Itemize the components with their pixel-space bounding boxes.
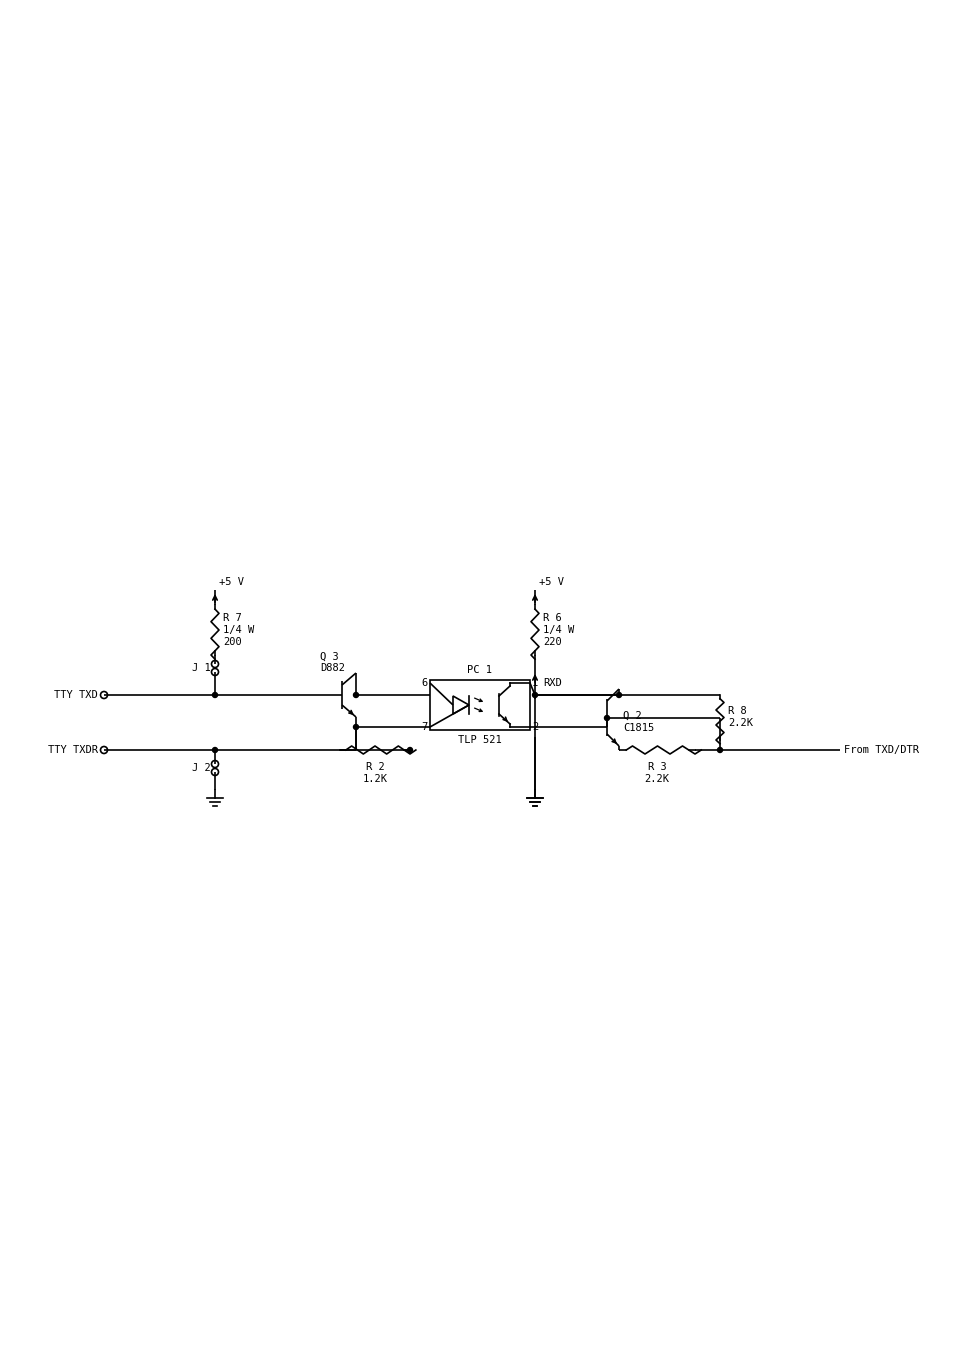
Text: Q 3
D882: Q 3 D882: [319, 651, 345, 673]
Text: TTY TXDR: TTY TXDR: [48, 744, 98, 755]
Text: 2: 2: [532, 721, 537, 732]
Circle shape: [213, 747, 217, 753]
Text: J 2: J 2: [193, 763, 211, 773]
Circle shape: [532, 693, 537, 697]
Circle shape: [354, 693, 358, 697]
Text: +5 V: +5 V: [538, 578, 563, 587]
Text: TTY TXD: TTY TXD: [54, 690, 98, 700]
Text: From TXD/DTR: From TXD/DTR: [843, 744, 918, 755]
Text: R 8
2.2K: R 8 2.2K: [727, 706, 752, 728]
Text: 1: 1: [532, 678, 537, 687]
Text: R 2
1.2K: R 2 1.2K: [362, 762, 387, 784]
Bar: [430, 679, 530, 730]
Circle shape: [717, 747, 721, 753]
Circle shape: [354, 724, 358, 730]
Circle shape: [213, 693, 217, 697]
Text: 7: 7: [421, 721, 428, 732]
Circle shape: [407, 747, 412, 753]
Text: RXD: RXD: [542, 678, 561, 687]
Text: Q 2
C1815: Q 2 C1815: [622, 711, 654, 732]
Text: R 7
1/4 W
200: R 7 1/4 W 200: [223, 613, 254, 647]
Text: J 1: J 1: [193, 663, 211, 673]
Text: PC 1: PC 1: [467, 664, 492, 675]
Circle shape: [604, 716, 609, 720]
Text: R 6
1/4 W
220: R 6 1/4 W 220: [542, 613, 574, 647]
Text: TLP 521: TLP 521: [457, 735, 501, 744]
Text: +5 V: +5 V: [219, 578, 244, 587]
Text: R 3
2.2K: R 3 2.2K: [644, 762, 669, 784]
Circle shape: [616, 693, 620, 697]
Text: 6: 6: [421, 678, 428, 687]
